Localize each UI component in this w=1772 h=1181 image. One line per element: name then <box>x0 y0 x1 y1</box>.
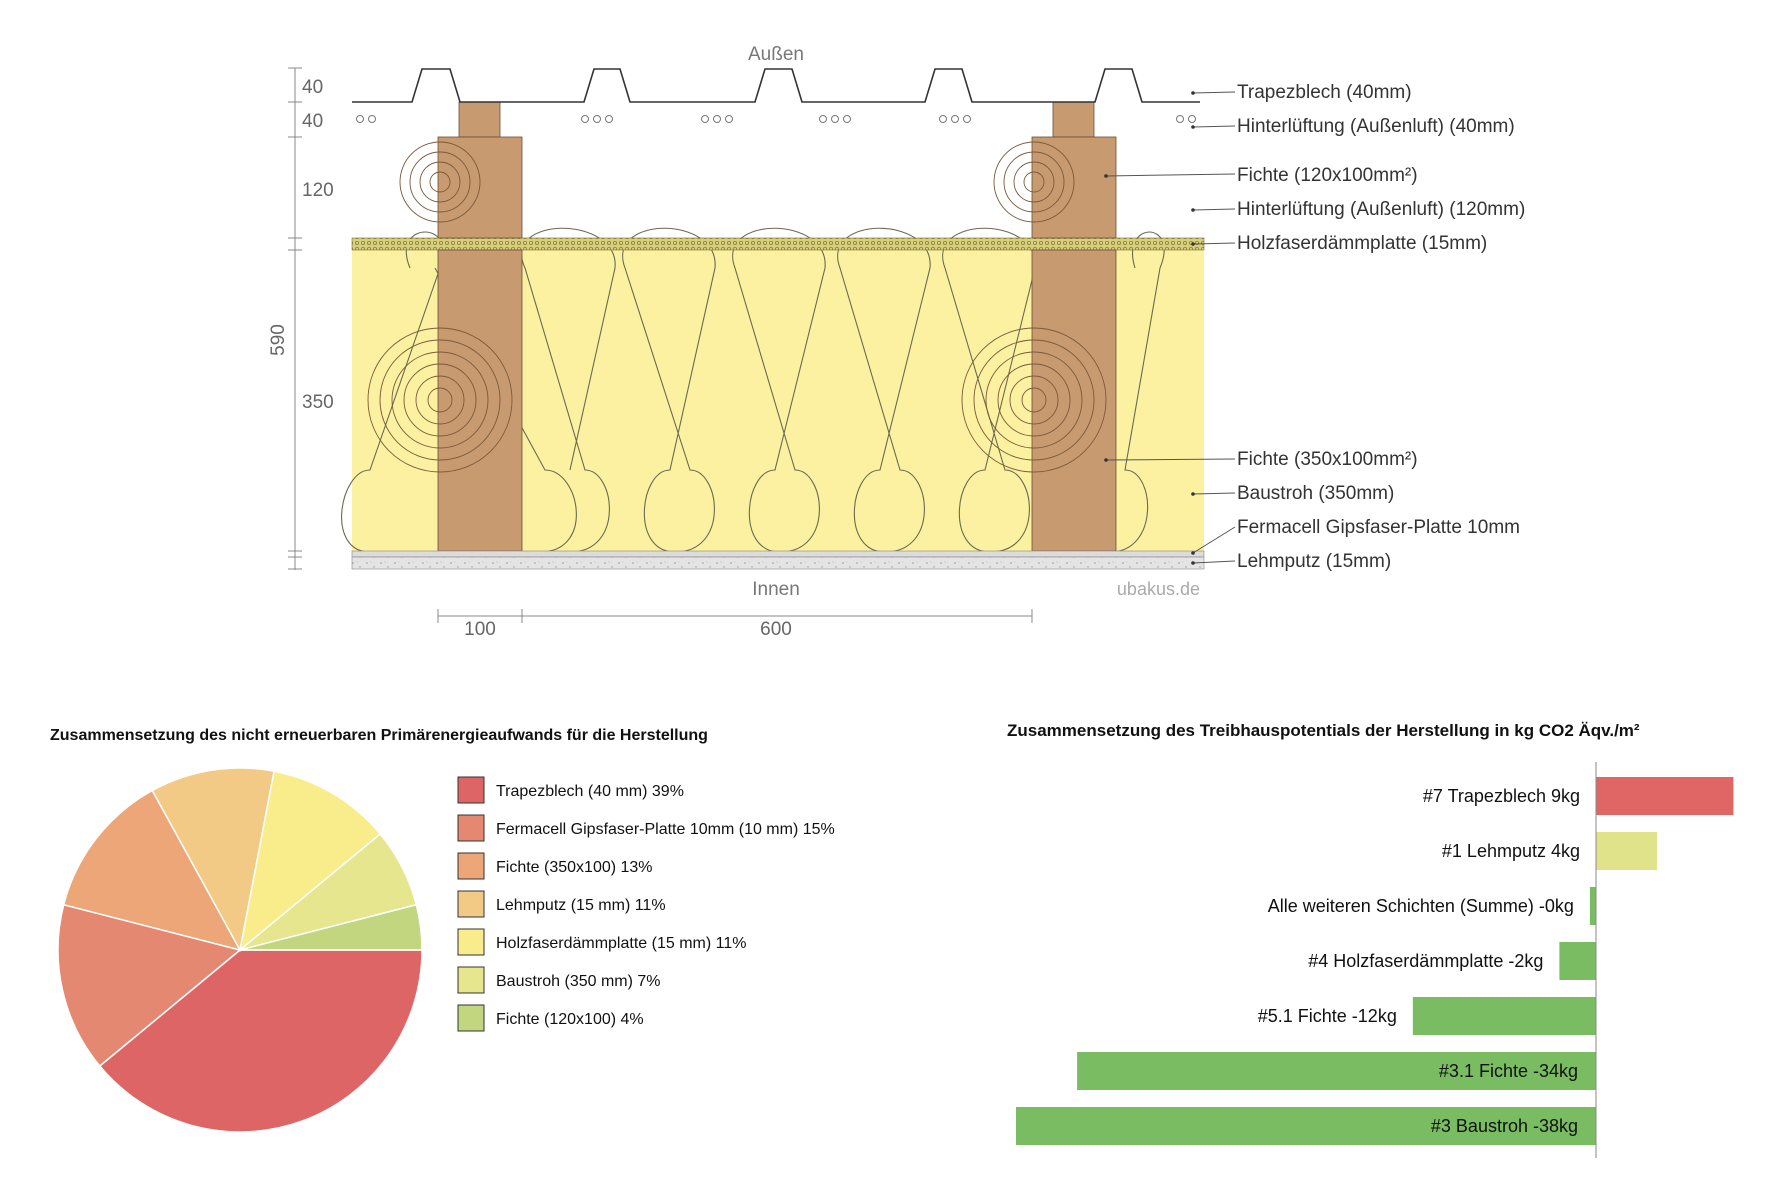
gypsum-layer <box>351 550 1205 558</box>
layer-label: Baustroh (350mm) <box>1237 483 1394 504</box>
bar <box>1077 1052 1596 1090</box>
layer-labels: Trapezblech (40mm) Hinterlüftung (Außenl… <box>1237 82 1525 572</box>
layer-label: Fermacell Gipsfaser-Platte 10mm <box>1237 517 1520 538</box>
layer-label: Hinterlüftung (Außenluft) (40mm) <box>1237 116 1515 137</box>
bar-label: #4 Holzfaserdämmplatte -2kg <box>1308 951 1543 971</box>
bar-label: #1 Lehmputz 4kg <box>1442 841 1580 861</box>
fiberboard-layer <box>351 237 1205 251</box>
pie-title: Zusammensetzung des nicht erneuerbaren P… <box>50 727 708 744</box>
layer-label: Fichte (350x100mm²) <box>1237 449 1418 470</box>
legend-swatch <box>457 928 485 956</box>
timber-post-left <box>367 101 523 552</box>
legend-swatch <box>457 1004 485 1032</box>
trapezoidal-sheet <box>352 68 1200 103</box>
straw-bale-outlines <box>341 227 1165 553</box>
dim-left-4: 350 <box>302 392 334 413</box>
bar-label: #7 Trapezblech 9kg <box>1423 786 1580 806</box>
layer-label: Hinterlüftung (Außenluft) (120mm) <box>1237 199 1525 220</box>
bar <box>1559 942 1596 980</box>
timber-post-right <box>961 101 1117 552</box>
dim-bottom-2: 600 <box>760 619 792 640</box>
bar-label: #3 Baustroh -38kg <box>1431 1116 1578 1136</box>
legend-swatch <box>457 814 485 842</box>
pie-slice <box>57 903 242 1068</box>
watermark: ubakus.de <box>1117 579 1200 599</box>
legend-label: Lehmputz (15 mm) 11% <box>496 897 666 914</box>
wall-section: Außen Innen ubakus.de 40 40 120 350 590 … <box>268 44 1525 640</box>
air-gap-dots <box>356 115 1196 123</box>
inside-label: Innen <box>752 579 800 600</box>
pie-slice <box>98 949 423 1133</box>
legend-label: Holzfaserdämmplatte (15 mm) 11% <box>496 935 746 952</box>
bar-label: #5.1 Fichte -12kg <box>1258 1006 1397 1026</box>
pie-slice <box>151 767 275 953</box>
clay-layer <box>351 556 1205 570</box>
left-dimension-lines <box>288 67 302 570</box>
leader-lines <box>1105 91 1236 564</box>
bar <box>1596 832 1658 870</box>
layer-label: Holzfaserdämmplatte (15mm) <box>1237 233 1487 254</box>
pie-slices <box>57 767 423 1133</box>
layer-label: Fichte (120x100mm²) <box>1237 165 1418 186</box>
pie-slice <box>239 903 423 951</box>
layer-label: Lehmputz (15mm) <box>1237 551 1391 572</box>
bar-chart: Zusammensetzung des Treibhauspotentials … <box>1007 721 1734 1158</box>
legend-label: Trapezblech (40 mm) 39% <box>496 783 684 800</box>
legend-label: Fermacell Gipsfaser-Platte 10mm (10 mm) … <box>496 821 835 838</box>
pie-legend: Trapezblech (40 mm) 39% Fermacell Gipsfas… <box>457 776 835 1032</box>
layer-label: Trapezblech (40mm) <box>1237 82 1412 103</box>
bar-label: #3.1 Fichte -34kg <box>1439 1061 1578 1081</box>
dim-total: 590 <box>268 324 289 356</box>
pie-slice <box>238 770 382 952</box>
legend-swatch <box>457 966 485 994</box>
legend-label: Fichte (120x100) 4% <box>496 1011 644 1028</box>
dim-left-1: 40 <box>302 77 323 98</box>
bar <box>1016 1107 1596 1145</box>
leader-dots <box>1104 91 1195 565</box>
dim-left-2: 40 <box>302 111 323 132</box>
legend-swatch <box>457 890 485 918</box>
bottom-dimension-lines <box>437 609 1033 623</box>
legend-swatch <box>457 776 485 804</box>
legend-label: Baustroh (350 mm) 7% <box>496 973 661 990</box>
legend-label: Fichte (350x100) 13% <box>496 859 653 876</box>
bar <box>1412 997 1596 1035</box>
bar-label: Alle weiteren Schichten (Summe) -0kg <box>1268 896 1574 916</box>
bar <box>1596 777 1734 815</box>
outside-label: Außen <box>748 44 804 65</box>
bar-title: Zusammensetzung des Treibhauspotentials … <box>1007 721 1640 740</box>
dim-left-3: 120 <box>302 180 334 201</box>
legend-swatch <box>457 852 485 880</box>
bar <box>1589 887 1596 925</box>
pie-chart: Zusammensetzung des nicht erneuerbaren P… <box>50 727 835 1133</box>
dim-bottom-1: 100 <box>464 619 496 640</box>
bar-marks: #7 Trapezblech 9kg #1 Lehmputz 4kg Alle we… <box>1016 777 1734 1145</box>
pie-slice <box>62 789 242 952</box>
